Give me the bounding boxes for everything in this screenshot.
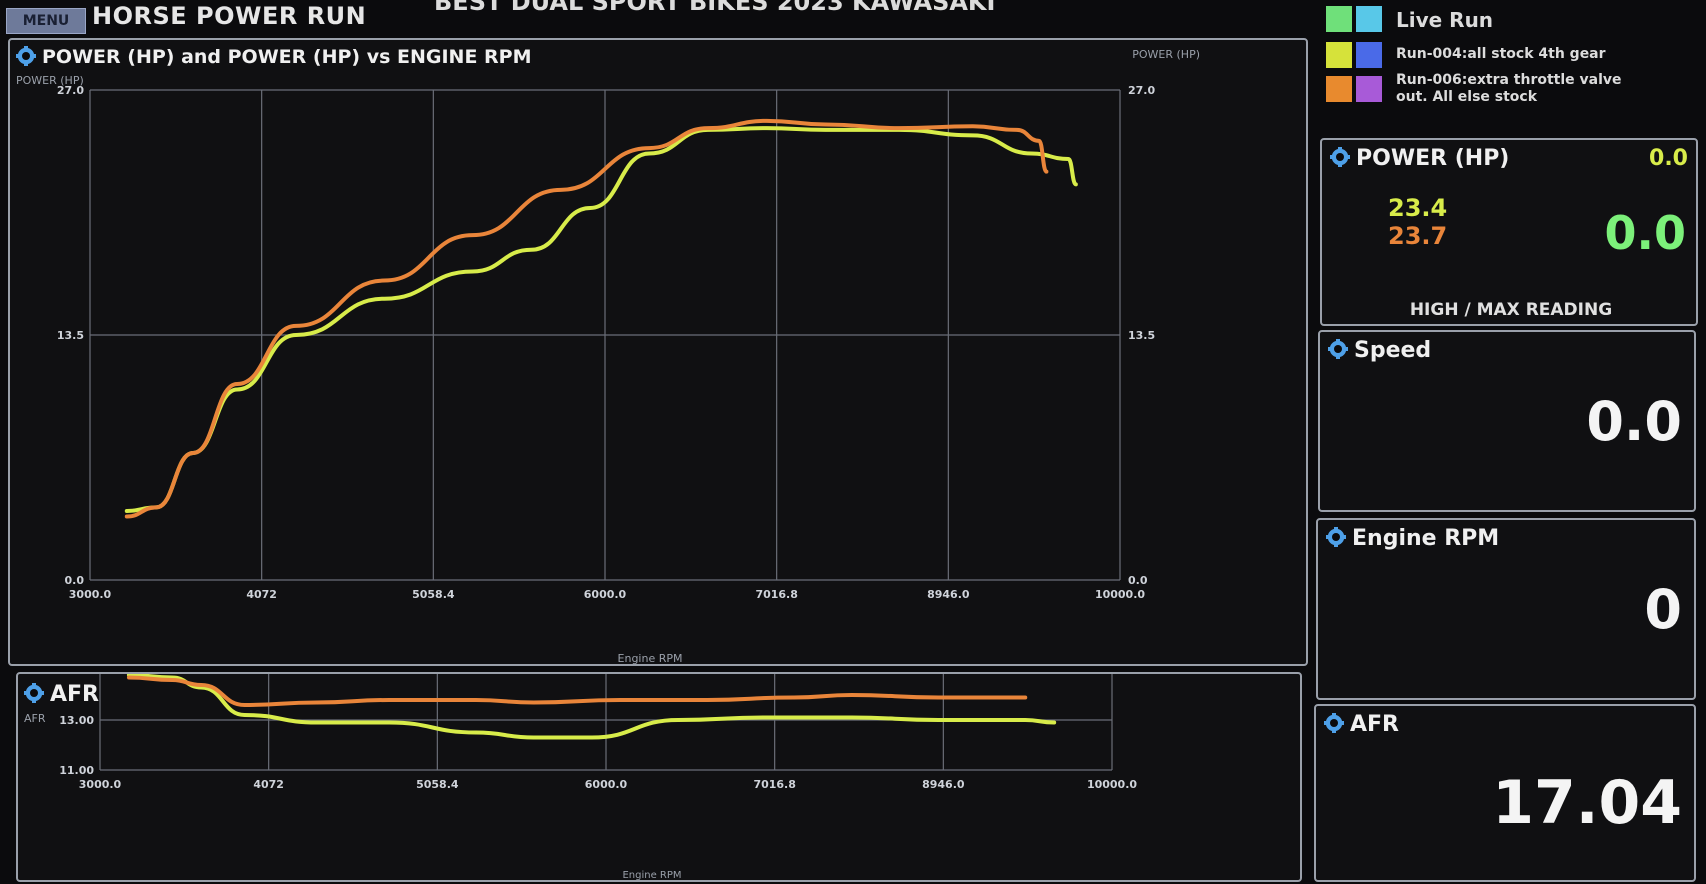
power-chart-title: POWER (HP) and POWER (HP) vs ENGINE RPM	[16, 45, 532, 68]
run-004-max-value: 23.4	[1388, 194, 1448, 222]
afr-y-axis-label: AFR	[24, 712, 46, 725]
power-gauge-panel: POWER (HP) 0.0 23.4 23.7 0.0 HIGH / MAX …	[1320, 138, 1698, 326]
power-x-tick-label: 4072	[246, 588, 277, 601]
afr-y-tick-label: 15.00	[59, 674, 94, 677]
legend-swatch-b	[1356, 76, 1382, 102]
rpm-value: 0	[1644, 578, 1682, 641]
afr-chart: AFR Engine RPM 3000.0 4072 5058.4 6000.0 701…	[24, 674, 1137, 880]
afr-gauge-panel: AFR 17.04	[1314, 704, 1696, 882]
legend-label-line2: out. All else stock	[1396, 89, 1538, 105]
afr-series-line-1	[126, 675, 1028, 708]
gear-icon[interactable]	[16, 45, 36, 66]
power-y-tick-label: 27.0	[57, 84, 84, 97]
afr-x-tick-label: 10000.0	[1087, 778, 1137, 791]
rpm-gauge-panel: Engine RPM 0	[1316, 518, 1696, 700]
gear-icon[interactable]	[1326, 527, 1346, 547]
legend-swatch-a	[1326, 76, 1352, 102]
power-series-line-0	[124, 126, 1078, 514]
power-x-tick-label: 3000.0	[69, 588, 112, 601]
power-y-tick-label: 0.0	[65, 574, 85, 587]
legend-swatch-a	[1326, 6, 1352, 32]
legend-swatch-b	[1356, 6, 1382, 32]
gear-icon[interactable]	[1330, 147, 1350, 167]
y-axis-label-right: POWER (HP)	[1132, 48, 1200, 61]
speed-gauge-title: Speed	[1328, 338, 1431, 363]
afr-x-tick-label: 5058.4	[416, 778, 459, 791]
afr-chart-title: AFR	[24, 682, 99, 707]
power-x-tick-label: 8946.0	[927, 588, 970, 601]
y-axis-label-left: POWER (HP)	[16, 74, 84, 87]
power-y-tick-label-right: 13.5	[1128, 329, 1155, 342]
power-gauge-title: POWER (HP)	[1330, 146, 1509, 171]
app-subtitle: BEST DUAL SPORT BIKES 2023 KAWASAKI	[434, 0, 996, 16]
afr-chart-panel: AFR AFR Engine RPM 3000.0 4072 5058.4 6000.…	[16, 672, 1302, 882]
speed-gauge-panel: Speed 0.0	[1318, 330, 1696, 512]
afr-x-tick-label: 6000.0	[585, 778, 628, 791]
afr-y-tick-label: 13.00	[59, 714, 94, 727]
power-chart-panel: POWER (HP) and POWER (HP) vs ENGINE RPM …	[8, 38, 1308, 666]
app-title: HORSE POWER RUN	[92, 2, 367, 30]
afr-x-tick-label: 3000.0	[79, 778, 122, 791]
afr-x-tick-label: 7016.8	[753, 778, 795, 791]
afr-y-tick-label: 11.00	[59, 764, 94, 777]
power-gauge-caption: HIGH / MAX READING	[1409, 300, 1613, 320]
top-bar: MENU HORSE POWER RUN BEST DUAL SPORT BIK…	[0, 0, 1318, 36]
power-y-tick-label-right: 27.0	[1128, 84, 1155, 97]
legend-label: Run-006:extra throttle valve	[1396, 72, 1622, 88]
afr-x-axis-label: Engine RPM	[622, 870, 681, 880]
power-gauge-corner-value: 0.0	[1649, 146, 1688, 171]
gear-icon[interactable]	[24, 683, 44, 703]
rpm-gauge-title: Engine RPM	[1326, 526, 1499, 551]
x-axis-label: Engine RPM	[618, 652, 683, 664]
run-006-max-value: 23.7	[1388, 222, 1448, 250]
legend-swatch-b	[1356, 42, 1382, 68]
afr-series-line-0	[126, 674, 1057, 740]
power-chart: POWER (HP) POWER (HP) Engine RPM 3000.0 4…	[16, 48, 1200, 664]
afr-x-tick-label: 8946.0	[922, 778, 965, 791]
power-x-tick-label: 5058.4	[412, 588, 455, 601]
power-series-line-1	[124, 118, 1049, 519]
live-power-value: 0.0	[1604, 206, 1687, 260]
menu-button[interactable]: MENU	[6, 8, 86, 34]
afr-x-tick-label: 4072	[253, 778, 284, 791]
run-legend: Live Run Run-004:all stock 4th gear Run-…	[1322, 0, 1706, 120]
gear-icon[interactable]	[1328, 339, 1348, 359]
legend-label: Live Run	[1396, 8, 1494, 32]
power-y-tick-label-right: 0.0	[1128, 574, 1148, 587]
legend-label: Run-004:all stock 4th gear	[1396, 46, 1606, 62]
power-x-tick-label: 6000.0	[584, 588, 627, 601]
afr-value: 17.04	[1492, 768, 1682, 838]
gear-icon[interactable]	[1324, 713, 1344, 733]
power-x-tick-label: 7016.8	[755, 588, 797, 601]
power-x-tick-label: 10000.0	[1095, 588, 1145, 601]
power-y-tick-label: 13.5	[57, 329, 84, 342]
afr-gauge-title: AFR	[1324, 712, 1399, 737]
legend-swatch-a	[1326, 42, 1352, 68]
speed-value: 0.0	[1586, 390, 1682, 453]
